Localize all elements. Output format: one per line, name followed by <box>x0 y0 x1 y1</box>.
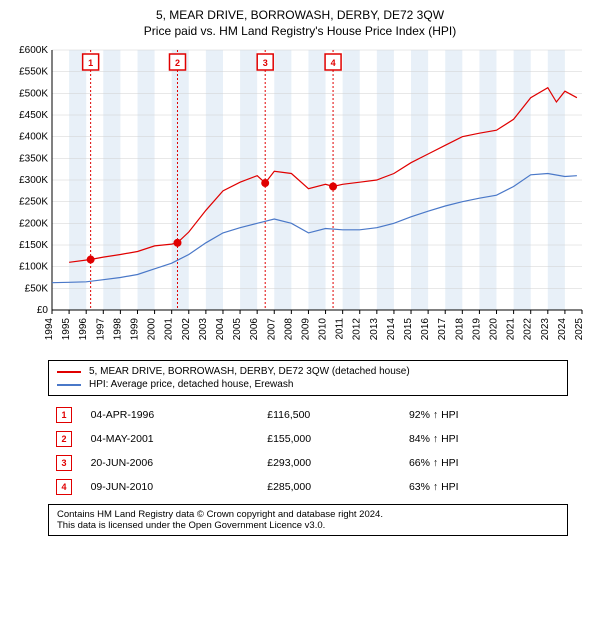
footer-attribution: Contains HM Land Registry data © Crown c… <box>48 504 568 536</box>
sale-marker-icon: 3 <box>56 455 72 471</box>
svg-text:1999: 1999 <box>129 318 140 341</box>
sale-price: £116,500 <box>261 404 401 426</box>
sale-date: 04-MAY-2001 <box>85 428 260 450</box>
svg-text:£600K: £600K <box>19 45 48 56</box>
svg-text:4: 4 <box>331 58 336 68</box>
sale-marker-icon: 1 <box>56 407 72 423</box>
svg-text:£150K: £150K <box>19 240 48 251</box>
svg-text:£400K: £400K <box>19 132 48 143</box>
svg-text:2021: 2021 <box>506 318 517 341</box>
svg-text:2020: 2020 <box>489 318 500 341</box>
svg-text:2023: 2023 <box>540 318 551 341</box>
chart-container: £0 £50K £100K £150K £200K £250K £300K £350K £400… <box>8 44 592 354</box>
svg-text:2022: 2022 <box>523 318 534 341</box>
svg-text:2002: 2002 <box>181 318 192 341</box>
svg-text:2001: 2001 <box>164 318 175 341</box>
sale-pct-vs-hpi: 66% ↑ HPI <box>403 452 566 474</box>
sales-row: 3 20-JUN-2006£293,00066% ↑ HPI <box>50 452 566 474</box>
svg-text:3: 3 <box>263 58 268 68</box>
sales-row: 2 04-MAY-2001£155,00084% ↑ HPI <box>50 428 566 450</box>
legend-label: 5, MEAR DRIVE, BORROWASH, DERBY, DE72 3Q… <box>89 366 410 377</box>
svg-text:£200K: £200K <box>19 218 48 229</box>
svg-text:£450K: £450K <box>19 110 48 121</box>
sale-price: £293,000 <box>261 452 401 474</box>
footer-line2: This data is licensed under the Open Gov… <box>57 520 559 531</box>
legend-swatch <box>57 371 81 373</box>
svg-text:2018: 2018 <box>454 318 465 341</box>
title-address: 5, MEAR DRIVE, BORROWASH, DERBY, DE72 3Q… <box>8 8 592 22</box>
legend-label: HPI: Average price, detached house, Erew… <box>89 379 293 390</box>
svg-text:2013: 2013 <box>369 318 380 341</box>
svg-text:1: 1 <box>88 58 93 68</box>
svg-text:2010: 2010 <box>318 318 329 341</box>
svg-text:£100K: £100K <box>19 262 48 273</box>
svg-text:2009: 2009 <box>300 318 311 341</box>
chart-titles: 5, MEAR DRIVE, BORROWASH, DERBY, DE72 3Q… <box>8 8 592 38</box>
sale-pct-vs-hpi: 84% ↑ HPI <box>403 428 566 450</box>
sale-price: £285,000 <box>261 476 401 498</box>
svg-text:2012: 2012 <box>352 318 363 341</box>
svg-text:1996: 1996 <box>78 318 89 341</box>
svg-text:2016: 2016 <box>420 318 431 341</box>
svg-text:2000: 2000 <box>147 318 158 341</box>
title-subtitle: Price paid vs. HM Land Registry's House … <box>8 24 592 38</box>
svg-text:£550K: £550K <box>19 67 48 78</box>
svg-text:2003: 2003 <box>198 318 209 341</box>
svg-text:£50K: £50K <box>25 283 49 294</box>
svg-text:2024: 2024 <box>557 318 568 341</box>
svg-text:2007: 2007 <box>266 318 277 341</box>
legend-item: HPI: Average price, detached house, Erew… <box>57 378 559 391</box>
svg-text:2: 2 <box>175 58 180 68</box>
sales-table: 1 04-APR-1996£116,50092% ↑ HPI 2 04-MAY-200… <box>48 402 568 500</box>
svg-text:2011: 2011 <box>335 318 346 340</box>
svg-text:2005: 2005 <box>232 318 243 341</box>
svg-text:2017: 2017 <box>437 318 448 341</box>
sale-marker-icon: 2 <box>56 431 72 447</box>
svg-text:2015: 2015 <box>403 318 414 341</box>
sale-price: £155,000 <box>261 428 401 450</box>
svg-text:1994: 1994 <box>44 318 55 341</box>
svg-text:£350K: £350K <box>19 153 48 164</box>
footer-line1: Contains HM Land Registry data © Crown c… <box>57 509 559 520</box>
svg-text:£300K: £300K <box>19 175 48 186</box>
svg-text:1995: 1995 <box>61 318 72 341</box>
svg-text:2008: 2008 <box>283 318 294 341</box>
line-chart: £0 £50K £100K £150K £200K £250K £300K £350K £400… <box>8 44 592 354</box>
svg-text:£0: £0 <box>37 305 49 316</box>
sales-row: 4 09-JUN-2010£285,00063% ↑ HPI <box>50 476 566 498</box>
legend-item: 5, MEAR DRIVE, BORROWASH, DERBY, DE72 3Q… <box>57 365 559 378</box>
svg-text:2004: 2004 <box>215 318 226 341</box>
sale-marker-icon: 4 <box>56 479 72 495</box>
svg-text:2014: 2014 <box>386 318 397 341</box>
sale-date: 09-JUN-2010 <box>85 476 260 498</box>
sale-date: 04-APR-1996 <box>85 404 260 426</box>
svg-text:2019: 2019 <box>471 318 482 341</box>
chart-legend: 5, MEAR DRIVE, BORROWASH, DERBY, DE72 3Q… <box>48 360 568 396</box>
sales-row: 1 04-APR-1996£116,50092% ↑ HPI <box>50 404 566 426</box>
sale-pct-vs-hpi: 63% ↑ HPI <box>403 476 566 498</box>
svg-text:1997: 1997 <box>95 318 106 341</box>
legend-swatch <box>57 384 81 386</box>
sale-pct-vs-hpi: 92% ↑ HPI <box>403 404 566 426</box>
sale-date: 20-JUN-2006 <box>85 452 260 474</box>
svg-text:2025: 2025 <box>574 318 585 341</box>
svg-text:£500K: £500K <box>19 88 48 99</box>
svg-text:£250K: £250K <box>19 197 48 208</box>
svg-text:1998: 1998 <box>112 318 123 341</box>
svg-text:2006: 2006 <box>249 318 260 341</box>
